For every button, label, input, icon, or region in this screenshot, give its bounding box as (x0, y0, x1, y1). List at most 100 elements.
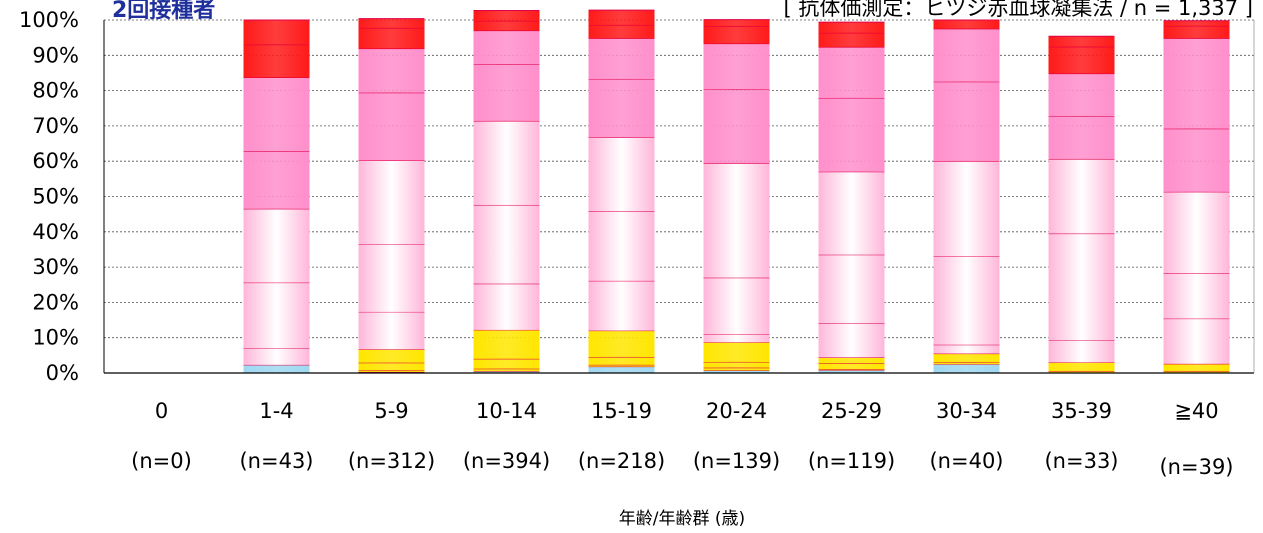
bar-segment (703, 370, 770, 373)
bar-segment (588, 330, 655, 358)
x-tick-label: 20-24 (706, 399, 767, 423)
bar-segment (588, 366, 655, 373)
bar-segment (703, 163, 770, 278)
bar-segment (703, 277, 770, 335)
bar-segment (473, 30, 540, 65)
bar-segment (473, 21, 540, 31)
bar-segment (358, 92, 425, 161)
bar-segment (703, 362, 770, 368)
bar-segment (703, 342, 770, 363)
bar-segment (588, 211, 655, 281)
bar-segment (473, 368, 540, 372)
bar-segment (933, 256, 1000, 345)
bar-segment (473, 10, 540, 22)
bar-segment (358, 244, 425, 312)
y-tick-label: 10% (32, 326, 79, 350)
x-tick-label: 30-34 (936, 399, 997, 423)
bar-segment (818, 47, 885, 99)
bar-segment (243, 364, 310, 373)
x-tick-label: 0 (155, 399, 168, 423)
bar-segment (1048, 233, 1115, 341)
bar-segment (818, 33, 885, 48)
bar-segment (588, 357, 655, 365)
bar-segment (818, 171, 885, 255)
bar-segment (1048, 340, 1115, 363)
bar-segment (358, 370, 425, 372)
y-tick-label: 100% (19, 8, 79, 32)
bar-segment (588, 25, 655, 39)
bar-segment (933, 28, 1000, 82)
bar-segment (818, 323, 885, 358)
x-tick-label: 5-9 (374, 399, 408, 423)
bar-segment (933, 161, 1000, 257)
y-tick-label: 60% (32, 149, 79, 173)
bar-segment (1163, 371, 1230, 373)
bar-segment (703, 43, 770, 90)
chart-title: 2回接種者 (112, 0, 216, 23)
bar-segment (1048, 36, 1115, 47)
x-count-label: (n=33) (1044, 449, 1118, 473)
bar-segment (818, 98, 885, 172)
x-count-label: (n=40) (929, 449, 1003, 473)
bar-segment (933, 344, 1000, 354)
bar-segment (1163, 273, 1230, 319)
y-tick-label: 70% (32, 114, 79, 138)
y-tick-label: 20% (32, 290, 79, 314)
axes (103, 20, 1255, 374)
bar-segment (703, 89, 770, 164)
bar-segment (243, 208, 310, 283)
x-count-label: (n=394) (463, 449, 550, 473)
x-count-label: (n=312) (348, 449, 435, 473)
bar-segment (818, 370, 885, 373)
bar-segment (358, 349, 425, 363)
bar-segment (243, 151, 310, 209)
x-tick-label: 1-4 (259, 399, 293, 423)
bar-segment (588, 137, 655, 212)
bar-segment (473, 283, 540, 330)
bar-segment (588, 79, 655, 138)
bar-segment (473, 371, 540, 373)
y-tick-label: 90% (32, 43, 79, 67)
y-tick-label: 50% (32, 185, 79, 209)
bar-segment (818, 22, 885, 34)
bar-segment (1048, 46, 1115, 74)
bar-segment (1163, 318, 1230, 364)
bar-segment (933, 353, 1000, 363)
bar-segment (358, 28, 425, 49)
bar-segment (933, 364, 1000, 373)
bar-segment (818, 357, 885, 364)
bar-segment (1163, 20, 1230, 27)
labels: 0% 10% 20% 30% 40% 50% 60% 70% 80% 90% 100% 0 (n=0) 1… (19, 8, 1234, 479)
x-tick-label: 35-39 (1051, 399, 1112, 423)
bar-segment (1163, 128, 1230, 192)
x-count-label: (n=0) (131, 449, 192, 473)
bar-segment (358, 160, 425, 245)
y-tick-label: 0% (46, 361, 79, 385)
x-count-label: (n=139) (693, 449, 780, 473)
bar-segment (818, 363, 885, 370)
bar-segment (818, 254, 885, 324)
bar-segment (703, 26, 770, 44)
x-count-label: (n=119) (808, 449, 895, 473)
bar-segment (1048, 73, 1115, 117)
bar-segment (243, 20, 310, 45)
x-tick-label: 25-29 (821, 399, 882, 423)
x-tick-label: 10-14 (476, 399, 537, 423)
y-tick-label: 30% (32, 255, 79, 279)
bar-segment (473, 358, 540, 369)
x-tick-label: 15-19 (591, 399, 652, 423)
bar-segment (1163, 191, 1230, 274)
bar-segment (1163, 363, 1230, 372)
bar-segment (243, 77, 310, 152)
bar-segment (588, 38, 655, 80)
bar-segment (358, 362, 425, 371)
bars (243, 9, 1230, 373)
x-tick-label: ≧40 (1174, 399, 1218, 423)
x-axis-title: 年齢/年齢群 (歳) (619, 509, 745, 529)
bar-segment (1048, 362, 1115, 372)
bar-segment (933, 20, 1000, 29)
bar-segment (703, 334, 770, 343)
bar-segment (703, 367, 770, 371)
x-count-label: (n=39) (1159, 455, 1233, 479)
